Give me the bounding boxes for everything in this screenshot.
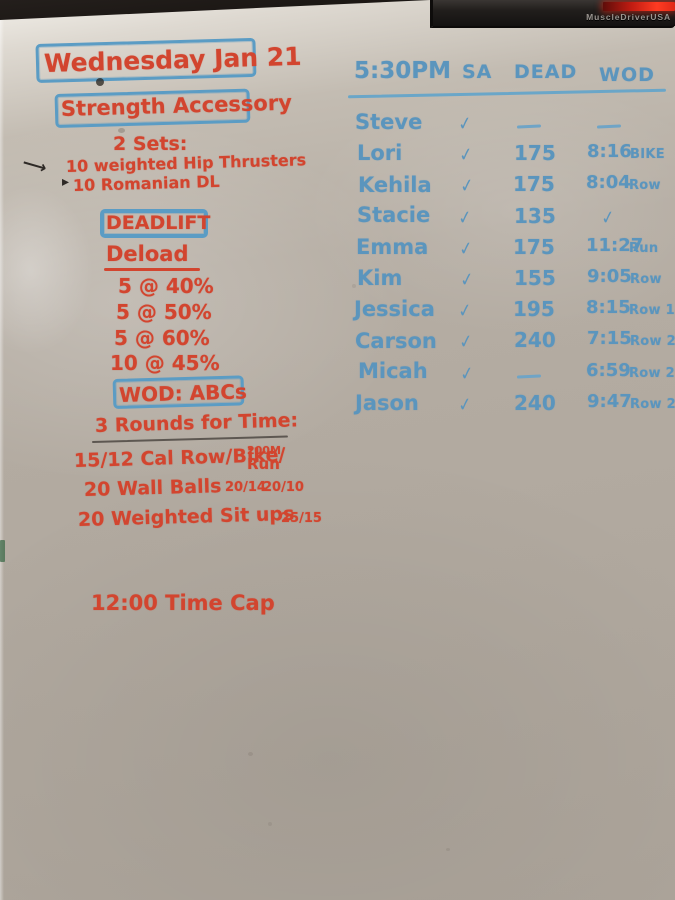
roster-dead-weight: 195 xyxy=(513,297,555,322)
roster-name: Stacie xyxy=(357,203,431,228)
deadlift-title: DEADLIFT xyxy=(106,212,211,234)
board-smudge xyxy=(446,848,450,851)
wod-movement-2: 20 Wall Balls xyxy=(83,475,222,501)
roster-wod-note: Run xyxy=(629,240,659,256)
wod-movement-3-rx: 25/15 xyxy=(281,511,322,526)
roster-dead-weight: 240 xyxy=(514,390,556,415)
roster-wod-note: Row 14# xyxy=(629,303,675,319)
wod-movement-1-sup2: Run xyxy=(247,455,280,473)
roster-header-time: 5:30PM xyxy=(354,58,451,84)
roster-header-wod: WOD xyxy=(599,64,655,86)
deadlift-subtitle: Deload xyxy=(106,242,189,266)
deadlift-subtitle-underline xyxy=(104,268,200,271)
roster-wod-time: 9:05 xyxy=(587,266,632,287)
roster-sa-check: ✓ xyxy=(459,268,475,292)
roster-sa-check: ✓ xyxy=(457,205,473,230)
roster-wod-note: Row 20# xyxy=(630,396,675,412)
wod-title: WOD: ABCs xyxy=(118,379,248,407)
roster-wod-time: 8:04 xyxy=(586,172,631,194)
roster-dead-weight: 135 xyxy=(514,203,556,228)
deadlift-set-2: 5 @ 50% xyxy=(116,300,212,324)
board-smudge xyxy=(268,822,272,826)
roster-wod-time: 8:15 xyxy=(586,297,631,319)
roster-dead-weight: 240 xyxy=(514,328,556,353)
roster-name: Lori xyxy=(357,140,403,165)
roster-name: Carson xyxy=(355,328,437,353)
roster-sa-check: ✓ xyxy=(458,330,474,355)
equipment-brand-label: MuscleDriverUSA xyxy=(586,12,671,22)
strength-movement-2: 10 Romanian DL xyxy=(72,171,220,195)
wod-time-cap: 12:00 Time Cap xyxy=(91,591,275,615)
roster-dead-weight: 175 xyxy=(513,172,555,197)
roster-wod-note: Row 20# xyxy=(630,334,675,350)
green-marker-smudge xyxy=(0,540,5,562)
roster-wod-note: Row xyxy=(630,272,662,287)
marker-dot xyxy=(96,78,104,86)
bullet-marker: ▸ xyxy=(62,174,70,190)
roster-wod-time: 7:15 xyxy=(587,328,632,350)
wod-movement-1-sup: 200M xyxy=(247,444,281,457)
roster-sa-check: ✓ xyxy=(459,361,475,386)
roster-name: Jason xyxy=(355,391,419,416)
roster-sa-check: ✓ xyxy=(458,143,474,167)
roster-wod-note: Row xyxy=(629,178,661,194)
roster-sa-check: ✓ xyxy=(458,237,474,261)
deadlift-title-box xyxy=(100,209,208,238)
roster-header-sa: SA xyxy=(462,61,493,83)
board-smudge xyxy=(248,752,253,756)
roster-sa-check: ✓ xyxy=(457,393,473,417)
roster-header-dead: DEAD xyxy=(514,61,578,83)
roster-wod-note: BIKE xyxy=(630,147,665,163)
roster-name: Micah xyxy=(358,359,428,384)
roster-sa-check: ✓ xyxy=(459,174,475,199)
board-smudge xyxy=(352,284,356,288)
roster-wod-check: ✓ xyxy=(600,205,616,230)
roster-wod-time: 8:16 xyxy=(587,141,632,163)
roster-dead-weight: 175 xyxy=(514,141,556,166)
roster-name: Steve xyxy=(355,110,423,134)
led-indicator xyxy=(603,2,675,11)
roster-wod-time: 6:59 xyxy=(586,359,631,381)
roster-name: Jessica xyxy=(354,296,435,321)
roster-name: Kehila xyxy=(358,172,432,197)
roster-sa-check: ✓ xyxy=(457,299,473,323)
deadlift-set-4: 10 @ 45% xyxy=(110,351,220,375)
roster-name: Kim xyxy=(357,266,403,291)
board-left-edge xyxy=(0,20,4,900)
deadlift-set-1: 5 @ 40% xyxy=(118,274,214,298)
roster-name: Emma xyxy=(356,235,429,260)
roster-wod-time: 9:47 xyxy=(587,390,632,412)
gym-equipment-display: MuscleDriverUSA xyxy=(430,0,675,28)
date-header: Wednesday Jan 21 xyxy=(43,41,302,78)
roster-sa-check: ✓ xyxy=(457,112,473,136)
roster-wod-note: Row 20# xyxy=(629,365,675,381)
wod-movement-2-rx: 20/14 xyxy=(225,480,266,495)
roster-dead-weight: 175 xyxy=(513,234,555,259)
roster-dead-weight: 155 xyxy=(514,266,556,290)
wod-movement-2-rx2: 20/10 xyxy=(263,480,304,495)
board-smudge xyxy=(118,128,125,133)
deadlift-set-3: 5 @ 60% xyxy=(114,326,210,350)
strength-sets-label: 2 Sets: xyxy=(113,133,188,155)
roster-wod-time: 11:27 xyxy=(586,234,644,256)
